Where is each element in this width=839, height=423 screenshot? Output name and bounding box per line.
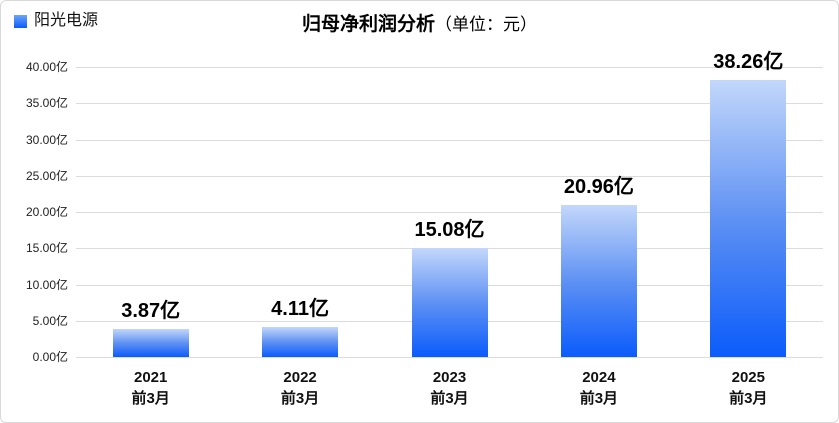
x-label-period: 前3月 [131,390,170,407]
y-gridline [76,67,823,68]
legend-swatch-icon [14,14,27,28]
y-axis-tick-label: 25.00亿 [25,168,68,183]
x-label-year: 2023 [432,369,467,386]
x-label-year: 2024 [582,369,616,386]
chart-title: 归母净利润分析（单位：元） [1,9,838,36]
bar-value-label: 3.87亿 [121,299,181,322]
chart-title-main: 归母净利润分析 [301,14,435,35]
x-label-period: 前3月 [430,390,469,407]
bar-value-label: 15.08亿 [414,218,485,241]
y-axis-tick-label: 20.00亿 [25,205,68,219]
x-axis-category-label: 2025 前3月 [673,367,823,409]
y-axis-tick-label: 40.00亿 [25,60,68,74]
bar-2022 [262,327,339,357]
x-axis-category-label: 2024 前3月 [524,367,674,409]
x-label-year: 2021 [134,369,168,386]
x-axis-category-label: 2022 前3月 [225,367,375,409]
y-axis-tick-label: 5.00亿 [32,313,68,328]
legend-label: 阳光电源 [34,12,99,29]
y-axis-tick-label: 35.00亿 [25,96,68,111]
y-axis-tick-label: 0.00亿 [32,350,68,364]
x-label-year: 2025 [731,369,765,386]
x-axis-category-label: 2023 前3月 [375,367,525,409]
bar-2025 [710,79,787,357]
bar-value-label: 20.96亿 [563,176,634,199]
bar-2021 [112,328,189,357]
y-gridline [76,139,823,141]
y-gridline [76,175,823,177]
x-axis-category-label: 2021 前3月 [76,367,226,409]
bar-value-label: 4.11亿 [271,298,329,321]
y-axis-tick-label: 30.00亿 [25,132,68,147]
x-label-period: 前3月 [280,390,320,407]
y-axis-tick-label: 15.00亿 [25,241,68,256]
bar-2023 [411,247,488,357]
y-axis-tick-label: 10.00亿 [25,277,68,292]
y-gridline [76,357,823,358]
x-label-period: 前3月 [729,390,768,407]
y-gridline [76,103,823,105]
y-gridline [76,212,823,213]
bar-value-label: 38.26亿 [713,50,784,73]
legend: 阳光电源 [14,13,98,29]
x-label-period: 前3月 [579,390,619,407]
x-label-year: 2022 [283,369,317,386]
chart-title-unit: （单位：元） [435,15,537,34]
bar-2024 [560,205,637,357]
